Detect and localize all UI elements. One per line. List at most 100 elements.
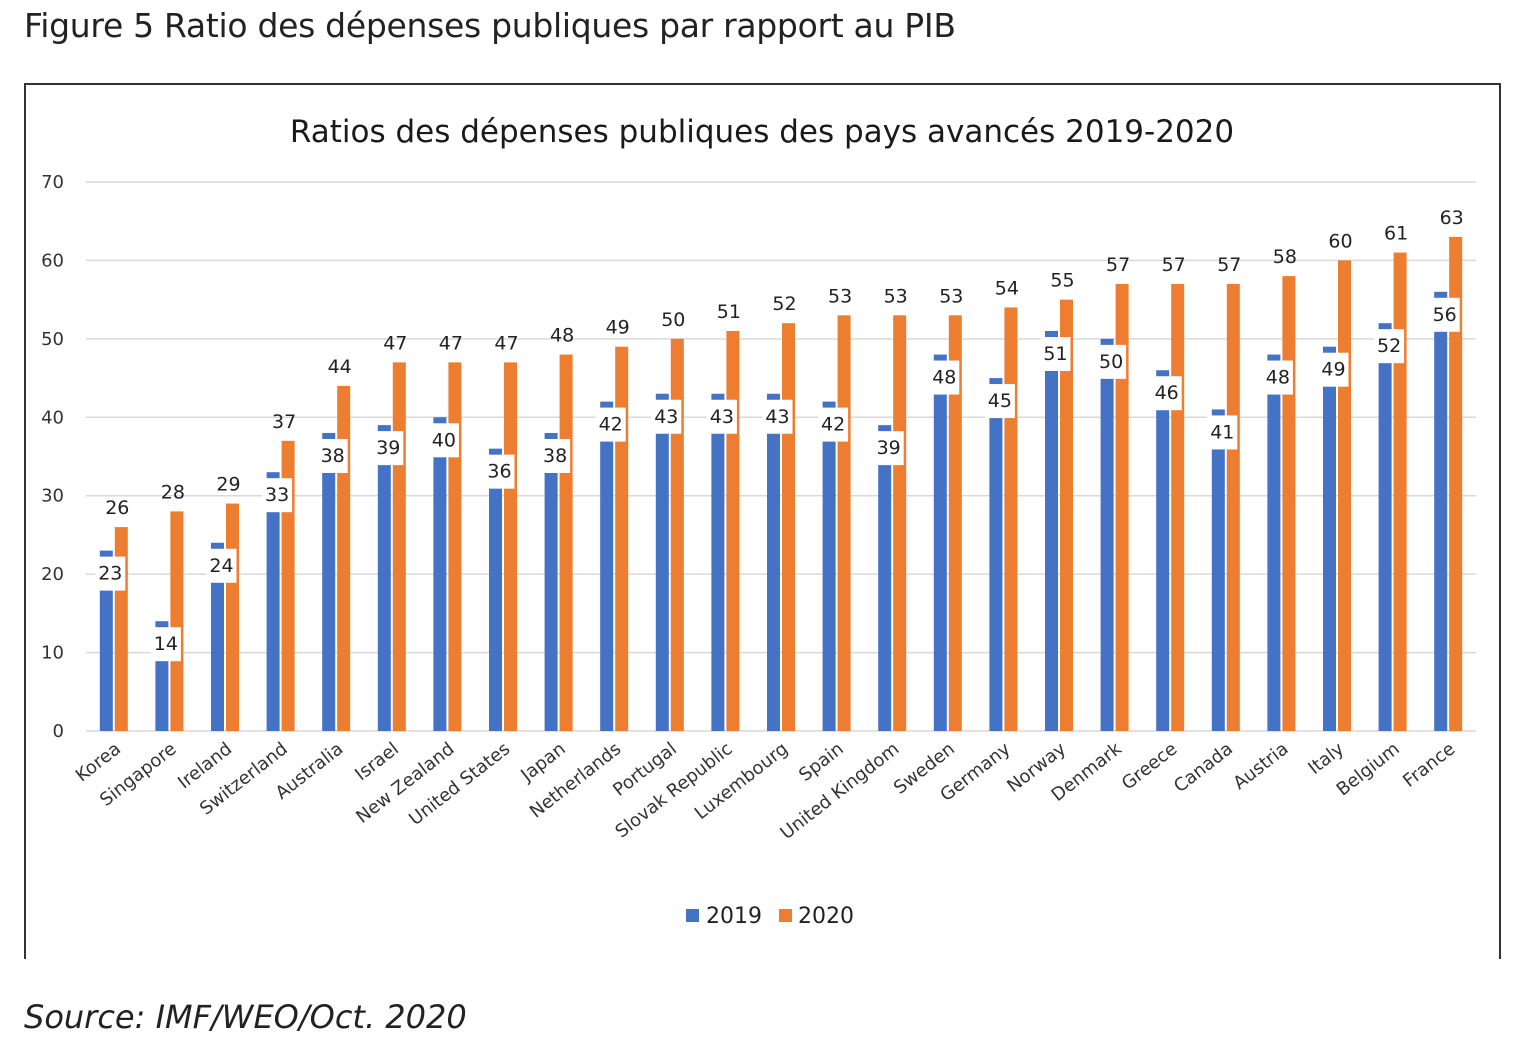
value-label-2019: 56	[1433, 304, 1457, 326]
bar-2019	[1045, 331, 1058, 731]
bar-2019	[655, 393, 669, 731]
bar-2019	[1100, 338, 1114, 731]
bar-2020	[615, 346, 629, 731]
bar-2020	[1060, 299, 1073, 731]
bar-2020	[670, 338, 684, 731]
bar-2020	[1282, 276, 1296, 731]
bar-2019	[933, 354, 947, 731]
category-label: Belgium	[1333, 738, 1404, 800]
value-label-2019: 38	[543, 445, 567, 467]
label-box-2019	[1262, 360, 1293, 395]
bar-2019	[600, 401, 614, 731]
bar-2019	[211, 542, 224, 731]
chart-frame: Ratios des dépenses publiques des pays a…	[24, 83, 1501, 959]
label-box-2019	[873, 431, 904, 466]
label-box-2019	[1207, 415, 1238, 450]
label-box-2019	[762, 399, 793, 434]
bar-2020	[281, 440, 295, 731]
value-label-2019: 43	[654, 406, 678, 428]
value-label-2020: 47	[439, 332, 463, 354]
bar-2019	[989, 378, 1003, 731]
value-label-2019: 48	[932, 367, 956, 389]
bar-2019	[1323, 346, 1336, 731]
label-box-2019	[373, 431, 404, 466]
label-box-2019	[929, 360, 960, 395]
bar-2020	[837, 315, 851, 731]
bar-2019	[1434, 291, 1448, 731]
label-box-2019	[540, 438, 571, 473]
bar-2020	[948, 315, 962, 731]
category-label: Italy	[1304, 738, 1348, 779]
label-box-2019	[706, 399, 737, 434]
category-label: Greece	[1118, 738, 1181, 794]
value-label-2020: 54	[995, 277, 1019, 299]
label-box-2019	[1318, 352, 1349, 387]
bar-2020	[1115, 283, 1129, 731]
value-label-2019: 46	[1155, 382, 1179, 404]
value-label-2020: 28	[161, 481, 185, 503]
bar-2019	[322, 432, 336, 731]
bar-chart: Ratios des dépenses publiques des pays a…	[41, 114, 1476, 929]
bar-2019	[711, 393, 725, 731]
value-label-2019: 38	[321, 445, 345, 467]
y-tick-label: 40	[41, 407, 64, 428]
legend-swatch-2020	[779, 909, 792, 922]
value-label-2019: 50	[1099, 351, 1123, 373]
bar-2020	[448, 362, 462, 731]
data-labels: 23 26 14 28 24 29 33 37 38 44 39 47 40 47 36 47 38 48 42 49…	[95, 207, 1464, 662]
bar-2020	[726, 331, 740, 731]
y-tick-label: 30	[41, 486, 64, 507]
value-label-2020: 37	[272, 411, 296, 433]
value-label-2019: 49	[1321, 359, 1345, 381]
bar-2019	[1211, 409, 1225, 731]
value-label-2020: 52	[772, 293, 796, 315]
label-box-2019	[262, 478, 293, 513]
y-axis: 0 10 20 30 40 50 60 70	[41, 172, 64, 742]
bar-2020	[893, 315, 907, 731]
bar-2019	[822, 401, 836, 731]
category-label: Canada	[1170, 738, 1237, 797]
legend-swatch-2019	[686, 909, 699, 922]
label-box-2019	[1040, 337, 1071, 372]
value-label-2019: 36	[487, 461, 511, 483]
bar-2019	[767, 393, 780, 731]
value-label-2020: 60	[1328, 230, 1352, 252]
bar-2020	[782, 323, 795, 731]
value-label-2020: 51	[717, 301, 741, 323]
y-tick-label: 20	[41, 564, 64, 585]
label-box-2019	[1151, 376, 1182, 411]
chart-title: Ratios des dépenses publiques des pays a…	[290, 114, 1234, 150]
value-label-2020: 47	[383, 332, 407, 354]
bar-2019	[1378, 323, 1392, 731]
value-label-2019: 42	[599, 414, 623, 436]
bar-2019	[377, 425, 391, 731]
label-box-2019	[651, 399, 682, 434]
value-label-2019: 39	[376, 437, 400, 459]
legend-label-2019: 2019	[706, 904, 762, 929]
value-label-2020: 29	[216, 474, 240, 496]
source-note: Source: IMF/WEO/Oct. 2020	[24, 998, 467, 1036]
label-box-2019	[984, 384, 1015, 419]
value-label-2020: 44	[328, 356, 352, 378]
label-box-2019	[1374, 329, 1405, 364]
value-label-2020: 57	[1106, 254, 1130, 276]
value-label-2020: 48	[550, 325, 574, 347]
bar-2020	[170, 511, 184, 731]
value-label-2020: 53	[828, 285, 852, 307]
value-label-2020: 53	[939, 285, 963, 307]
bar-2020	[1338, 260, 1351, 731]
value-label-2019: 52	[1377, 335, 1401, 357]
y-tick-label: 70	[41, 172, 64, 193]
bar-2019	[99, 550, 113, 731]
bar-2020	[559, 354, 573, 731]
value-label-2020: 26	[105, 497, 129, 519]
value-label-2019: 45	[988, 390, 1012, 412]
y-tick-label: 50	[41, 329, 64, 350]
bar-2019	[433, 417, 447, 731]
value-label-2020: 63	[1440, 207, 1464, 229]
bar-2020	[1171, 283, 1185, 731]
value-label-2019: 14	[154, 633, 178, 655]
bar-2020	[1393, 252, 1407, 732]
bar-2019	[544, 432, 558, 731]
value-label-2019: 39	[877, 437, 901, 459]
